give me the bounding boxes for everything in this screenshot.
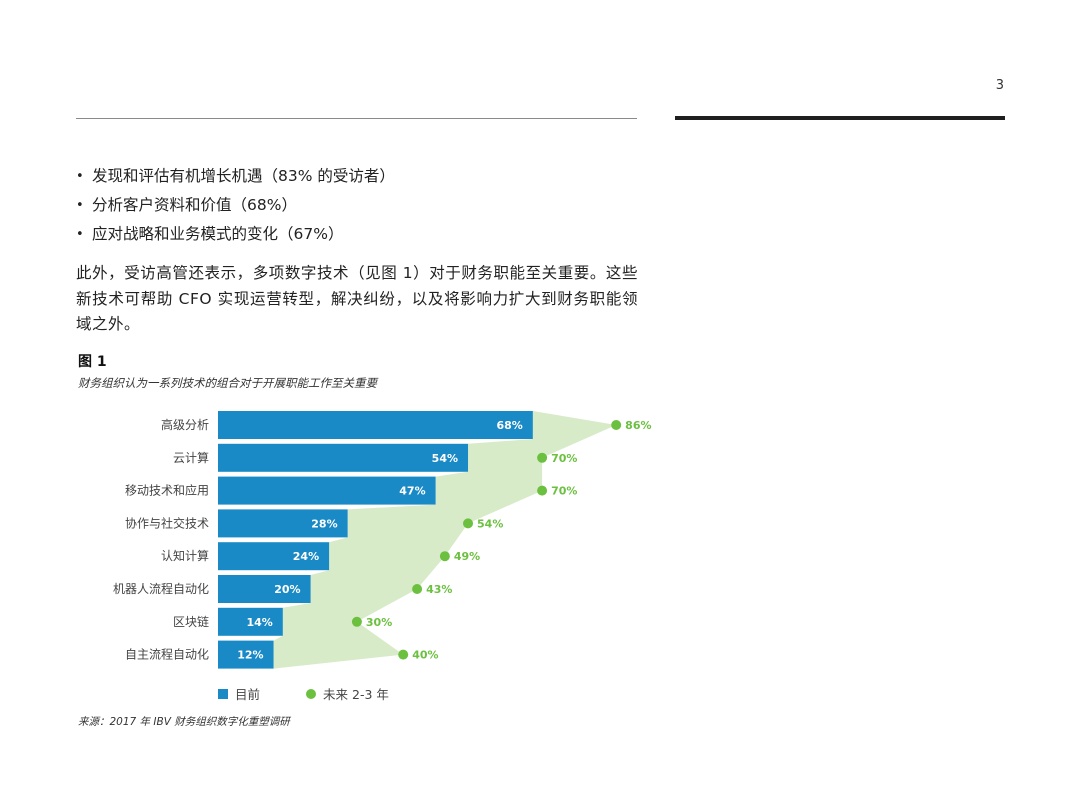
future-value-label: 70%: [551, 452, 577, 465]
figure-caption: 财务组织认为一系列技术的组合对于开展职能工作至关重要: [78, 376, 377, 390]
bar-current: [218, 640, 274, 669]
category-label: 认知计算: [161, 548, 209, 563]
page-number: 3: [995, 78, 1004, 93]
legend-swatch-current: [218, 688, 228, 699]
category-label: 云计算: [173, 450, 209, 465]
bar-value-label: 28%: [311, 517, 337, 530]
future-point: [351, 616, 362, 627]
bar-current: [218, 509, 348, 538]
header-rule-thick: [675, 116, 1005, 120]
bar-current: [218, 575, 311, 603]
future-point: [537, 452, 548, 463]
bullet-list: 发现和评估有机增长机遇（83% 的受访者） 分析客户资料和价值（68%） 应对战…: [76, 164, 646, 251]
body-paragraph: 此外，受访高管还表示，多项数字技术（见图 1）对于财务职能至关重要。这些新技术可…: [76, 264, 638, 333]
bar-value-label: 47%: [399, 485, 425, 498]
future-point: [398, 649, 409, 660]
future-gap-area: [273, 411, 617, 669]
category-label: 区块链: [173, 614, 209, 629]
bar-current: [218, 476, 436, 505]
future-value-label: 86%: [625, 419, 651, 432]
future-value-label: 43%: [426, 583, 452, 596]
figure-label: 图 1: [78, 354, 107, 370]
bar-current: [218, 411, 533, 439]
bullet-item: 应对战略和业务模式的变化（67%）: [76, 222, 646, 251]
bullet-item: 发现和评估有机增长机遇（83% 的受访者）: [76, 164, 646, 193]
bar-current: [218, 607, 283, 636]
future-point: [537, 485, 548, 496]
future-point: [611, 420, 622, 430]
future-value-label: 70%: [551, 485, 577, 498]
header-rule: [76, 118, 637, 119]
bar-value-label: 12%: [237, 649, 263, 662]
future-value-label: 40%: [412, 649, 438, 662]
category-label: 高级分析: [161, 417, 209, 432]
legend-swatch-future: [306, 688, 317, 699]
bar-value-label: 14%: [246, 616, 272, 629]
bullet-item: 分析客户资料和价值（68%）: [76, 193, 646, 222]
source-note: 来源：2017 年 IBV 财务组织数字化重塑调研: [78, 716, 290, 728]
category-label: 协作与社交技术: [125, 515, 209, 530]
bar-value-label: 54%: [432, 452, 458, 465]
chart-legend: 目前 未来 2-3 年: [218, 684, 389, 703]
future-point: [412, 584, 423, 594]
bar-current: [218, 542, 330, 571]
bar-value-label: 24%: [293, 550, 319, 563]
future-value-label: 49%: [454, 550, 480, 563]
bar-value-label: 20%: [274, 583, 300, 596]
legend-label-future: 未来 2-3 年: [323, 687, 389, 702]
bar-current: [218, 443, 469, 472]
future-point: [439, 551, 450, 562]
future-value-label: 30%: [366, 616, 392, 629]
category-label: 机器人流程自动化: [113, 581, 209, 596]
category-label: 移动技术和应用: [125, 483, 209, 498]
future-value-label: 54%: [477, 517, 503, 530]
legend-label-current: 目前: [235, 687, 261, 702]
category-label: 自主流程自动化: [125, 647, 209, 662]
future-point: [463, 518, 474, 529]
bar-value-label: 68%: [496, 419, 522, 432]
